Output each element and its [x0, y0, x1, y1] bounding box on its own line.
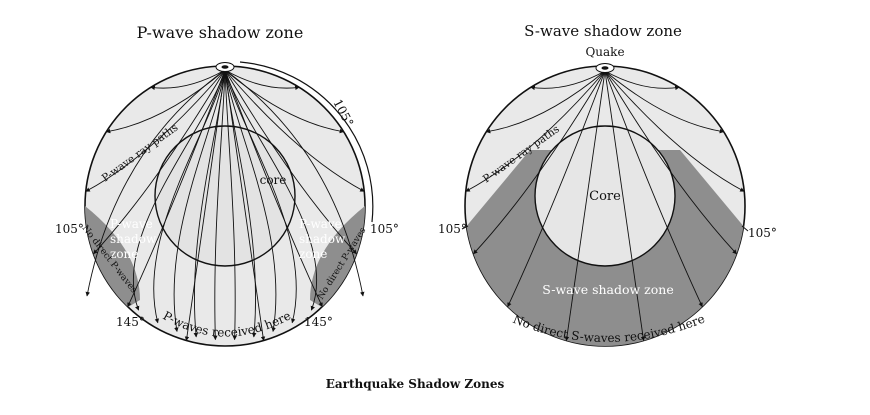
p-shadow-left-line3: zone — [110, 247, 138, 261]
p-shadow-left-line2: shadow — [110, 232, 157, 246]
core-ray-path — [132, 69, 226, 311]
p-shadow-label-right: P-wave shadow zone — [299, 217, 346, 261]
grazing-ray-path — [85, 69, 226, 297]
ray-path — [604, 70, 725, 134]
p-angle-right: 105° — [370, 222, 399, 236]
ray-path — [465, 70, 606, 192]
core-ray-path — [173, 69, 226, 332]
p-core-label: core — [260, 173, 287, 187]
p-shadow-right-line3: zone — [299, 247, 327, 261]
p-angle-left: 105° — [55, 222, 84, 236]
core-ray-path — [224, 69, 237, 341]
s-shadow-zone-label: S-wave shadow zone — [542, 282, 674, 297]
ray-path — [604, 70, 745, 192]
s-quake-focus — [595, 63, 615, 73]
ray-path — [127, 69, 226, 308]
s-wave-diagram: S-wave shadow zone Quake P-wave ray path… — [438, 22, 777, 347]
p-shadow-right-line1: P-wave — [299, 217, 342, 231]
s-angle-left-tick — [461, 225, 469, 230]
ray-path — [604, 70, 737, 255]
s-core-label: Core — [589, 189, 621, 204]
ray-path — [224, 69, 357, 255]
ray-path — [224, 69, 365, 192]
grazing-ray-path — [224, 69, 365, 297]
core-ray-path — [193, 69, 226, 338]
s-quake-label: Quake — [585, 45, 624, 59]
s-angle-left: 105° — [438, 222, 467, 236]
core-ray-path — [153, 69, 226, 324]
p-diagram-title: P-wave shadow zone — [137, 23, 304, 42]
s-angle-right-tick — [741, 225, 749, 232]
ray-path — [85, 69, 226, 192]
core-ray-path — [224, 69, 277, 332]
p-shadow-right-line2: shadow — [299, 232, 346, 246]
p-105-arc — [239, 61, 374, 223]
core-ray-path — [224, 69, 297, 324]
s-diagram-title: S-wave shadow zone — [524, 22, 682, 40]
ray-path — [604, 70, 680, 91]
s-angle-right: 105° — [748, 226, 777, 240]
p-shadow-left-line1: P-wave — [110, 217, 153, 231]
core-ray-path — [224, 69, 318, 311]
core-ray-path — [224, 69, 257, 338]
ray-path — [604, 70, 703, 308]
ray-path — [224, 69, 323, 308]
p-shadow-label-left: P-wave shadow zone — [110, 217, 157, 261]
ray-path — [530, 70, 606, 91]
figure-caption: Earthquake Shadow Zones — [326, 377, 505, 391]
p-angle-bottom-right: 145° — [304, 315, 333, 329]
p-quake-focus — [215, 62, 235, 72]
ray-path — [507, 70, 606, 308]
p-ray-paths — [85, 69, 365, 342]
ray-path — [150, 69, 226, 91]
ray-path — [485, 70, 606, 134]
core-ray-path — [213, 69, 226, 341]
s-ray-paths — [465, 70, 745, 342]
ray-path — [473, 70, 606, 255]
ray-path — [224, 69, 300, 91]
ray-path — [604, 70, 646, 342]
ray-path — [564, 70, 606, 342]
p-angle-bottom-left: 145° — [116, 315, 145, 329]
ray-path — [93, 69, 226, 255]
p-wave-diagram: P-wave shadow zone 105° 105° 105° 145° 1… — [55, 23, 399, 347]
